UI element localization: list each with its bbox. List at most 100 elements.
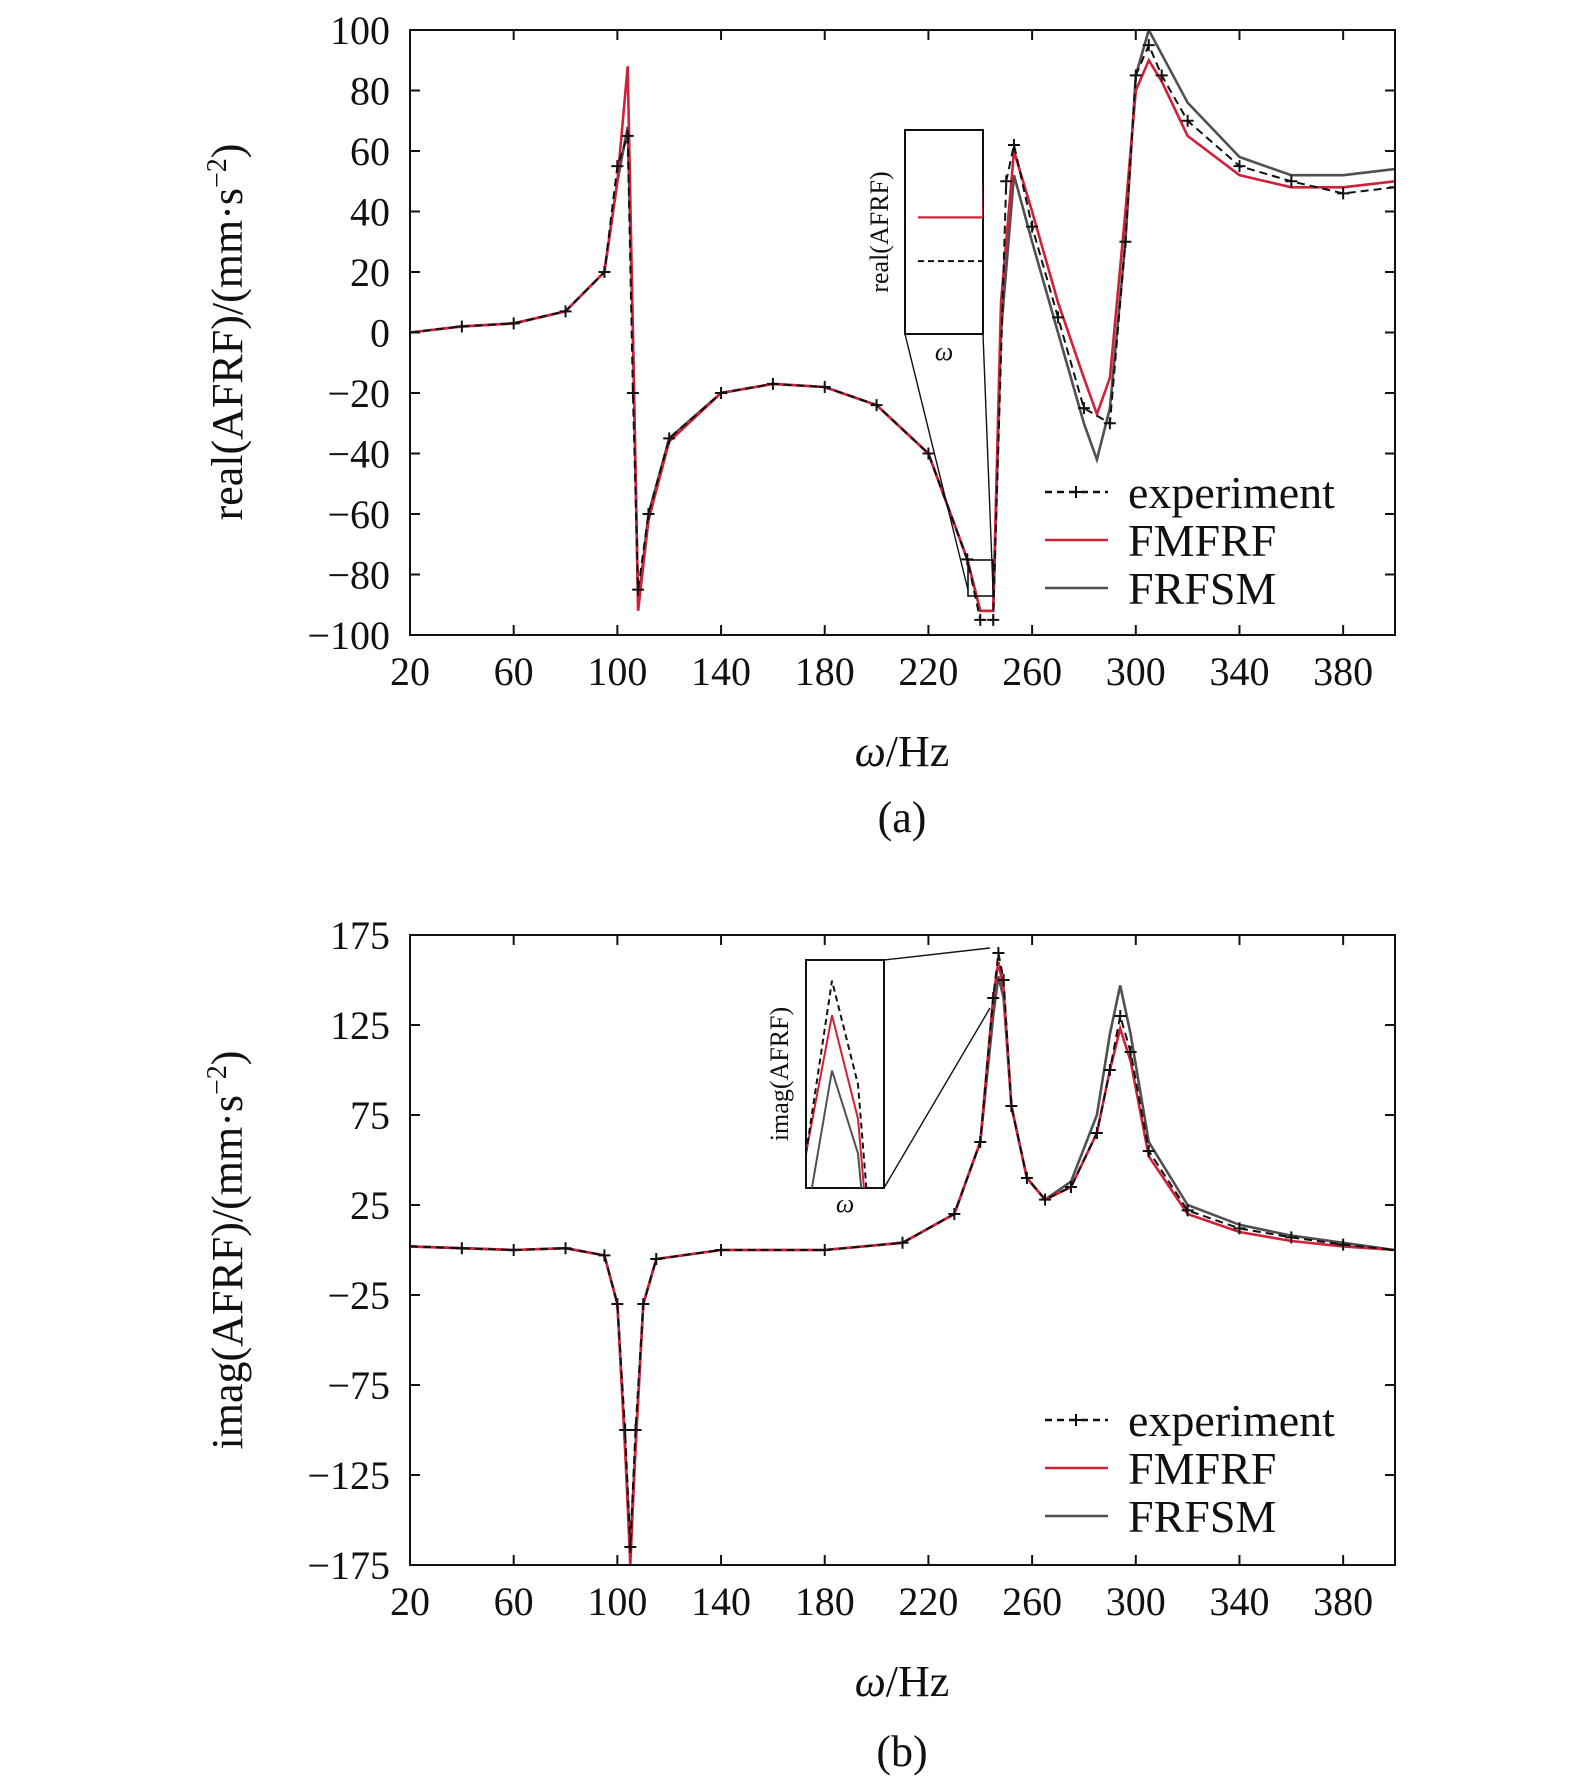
- legend-label-experiment: experiment: [1128, 467, 1335, 518]
- inset-line-frfsm: [810, 1070, 863, 1188]
- inset-line-fmfrf: [918, 179, 983, 219]
- data-point-experiment: [642, 508, 655, 520]
- data-point-experiment: [715, 1244, 728, 1256]
- zoom-connector: [883, 947, 991, 961]
- y-tick-label: −60: [327, 492, 390, 537]
- data-point-experiment: [987, 992, 1000, 1004]
- x-tick-label: 260: [1002, 1579, 1062, 1624]
- legend-label-fmfrf: FMFRF: [1128, 1443, 1276, 1494]
- x-tick-label: 60: [494, 1579, 534, 1624]
- data-point-experiment: [1090, 1127, 1103, 1139]
- y-tick-label: −175: [307, 1543, 390, 1588]
- legend-marker-experiment: [1070, 486, 1082, 498]
- x-tick-label: 220: [898, 1579, 958, 1624]
- data-point-experiment: [410, 1240, 416, 1253]
- x-tick-label: 140: [691, 1579, 751, 1624]
- inset-line-fmfrf: [806, 1015, 866, 1188]
- data-point-experiment: [1142, 39, 1155, 52]
- inset-ylabel-a: real(AFRF): [865, 171, 894, 292]
- data-point-experiment: [1026, 220, 1039, 233]
- x-tick-label: 60: [494, 649, 534, 694]
- y-tick-label: 20: [350, 250, 390, 295]
- legend-marker-experiment: [1070, 1414, 1082, 1426]
- data-point-experiment: [650, 1253, 663, 1265]
- data-point-experiment: [870, 399, 883, 412]
- x-tick-label: 300: [1106, 1579, 1166, 1624]
- y-tick-label: −25: [327, 1273, 390, 1318]
- data-point-experiment: [1233, 1222, 1246, 1235]
- data-point-experiment: [997, 974, 1010, 986]
- y-tick-label: −80: [327, 553, 390, 598]
- data-point-experiment: [626, 387, 639, 399]
- data-point-experiment: [974, 613, 987, 626]
- legend-label-frfsm: FRFSM: [1128, 563, 1276, 614]
- plot-frame-b: [409, 934, 1396, 1566]
- inset-frame-a: [904, 129, 984, 335]
- series-line-fmfrf: [410, 57, 1395, 613]
- data-point-experiment: [1233, 160, 1246, 173]
- data-point-experiment: [715, 387, 728, 399]
- caption-b: (b): [876, 1727, 927, 1776]
- xlabel-a: ω/Hz: [855, 727, 950, 776]
- y-tick-label: −20: [327, 371, 390, 416]
- data-point-experiment: [987, 613, 1000, 626]
- data-point-experiment: [974, 1136, 987, 1148]
- inset-frame-b: [805, 959, 885, 1189]
- x-tick-label: 180: [795, 649, 855, 694]
- data-point-experiment: [1114, 1010, 1127, 1022]
- data-point-experiment: [1039, 1193, 1052, 1206]
- y-tick-label: 60: [350, 129, 390, 174]
- inset-ylabel-b: imag(AFRF): [765, 1007, 794, 1141]
- x-tick-label: 100: [587, 649, 647, 694]
- data-point-experiment: [624, 1541, 637, 1553]
- data-point-experiment: [632, 583, 645, 596]
- data-point-experiment: [598, 266, 611, 278]
- data-point-experiment: [992, 947, 1005, 959]
- data-point-experiment: [1389, 181, 1395, 194]
- inset-xlabel-a: ω: [935, 337, 953, 366]
- data-point-experiment: [637, 1298, 650, 1310]
- series-layer-a: [410, 30, 1395, 626]
- x-tick-label: 20: [390, 649, 430, 694]
- data-point-experiment: [766, 377, 779, 390]
- data-point-experiment: [1129, 69, 1142, 82]
- ylabel-a: real(AFRF)/(mm·s−2): [202, 144, 252, 521]
- panel-b: 20 60 100 140 180 220 260 300 340 380 175 125 75 25 −2…: [202, 913, 1396, 1776]
- ticks-b: 20 60 100 140 180 220 260 300 340 380 175 125 75 25 −2…: [307, 913, 1395, 1624]
- y-tick-label: 175: [330, 913, 390, 958]
- data-point-experiment: [1020, 1172, 1033, 1184]
- inset-plot-area: [918, 179, 983, 263]
- x-tick-label: 300: [1106, 649, 1166, 694]
- caption-a: (a): [878, 793, 927, 842]
- panel-a: 20 60 100 140 180 220 260 300 340 380 100 80 60 40 20 0…: [202, 8, 1396, 842]
- data-point-experiment: [1103, 417, 1116, 430]
- y-tick-label: −100: [307, 613, 390, 658]
- data-point-experiment: [1181, 114, 1194, 127]
- data-point-experiment: [455, 320, 468, 333]
- data-point-experiment: [621, 129, 634, 142]
- plot-area: [410, 947, 1395, 1565]
- data-point-experiment: [663, 432, 676, 445]
- data-point-experiment: [1124, 1046, 1137, 1058]
- data-point-experiment: [1389, 1244, 1395, 1256]
- y-tick-label: 0: [370, 311, 390, 356]
- data-point-experiment: [1103, 1064, 1116, 1076]
- y-tick-label: 80: [350, 69, 390, 114]
- x-tick-label: 340: [1209, 1579, 1269, 1624]
- inset-b: imag(AFRF) ω: [765, 947, 991, 1218]
- series-layer-b: [410, 947, 1395, 1565]
- data-point-experiment: [1052, 311, 1065, 324]
- data-point-experiment: [1142, 1145, 1155, 1157]
- inset-a: real(AFRF) ω: [865, 129, 994, 597]
- y-tick-label: 100: [330, 8, 390, 53]
- y-tick-label: 125: [330, 1003, 390, 1048]
- y-tick-label: 40: [350, 190, 390, 235]
- data-point-experiment: [611, 1298, 624, 1310]
- data-point-experiment: [619, 1424, 632, 1436]
- data-point-experiment: [559, 1242, 572, 1255]
- y-tick-label: −125: [307, 1453, 390, 1498]
- plot-area: [410, 30, 1395, 626]
- inset-xlabel-b: ω: [836, 1189, 854, 1218]
